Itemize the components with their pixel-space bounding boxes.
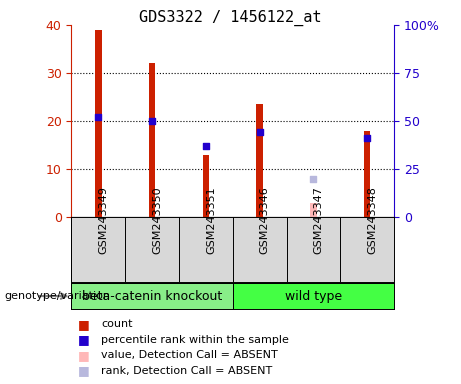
Text: ■: ■ — [78, 318, 90, 331]
Bar — [233, 283, 394, 309]
Text: GDS3322 / 1456122_at: GDS3322 / 1456122_at — [139, 10, 322, 26]
Bar — [149, 63, 155, 217]
Text: percentile rank within the sample: percentile rank within the sample — [101, 335, 290, 345]
Text: genotype/variation: genotype/variation — [5, 291, 111, 301]
Point — [310, 175, 317, 182]
Bar — [310, 203, 317, 217]
Text: count: count — [101, 319, 133, 329]
Text: ■: ■ — [78, 364, 90, 377]
Text: beta-catenin knockout: beta-catenin knockout — [82, 290, 222, 303]
Text: GSM243348: GSM243348 — [367, 186, 377, 254]
Point — [148, 118, 156, 124]
Text: value, Detection Call = ABSENT: value, Detection Call = ABSENT — [101, 350, 278, 360]
Text: GSM243351: GSM243351 — [206, 186, 216, 254]
Text: GSM243346: GSM243346 — [260, 186, 270, 254]
Text: wild type: wild type — [285, 290, 342, 303]
Text: GSM243349: GSM243349 — [98, 186, 108, 254]
Point — [256, 129, 263, 136]
Bar — [95, 30, 101, 217]
Text: GSM243347: GSM243347 — [313, 186, 324, 254]
Bar — [364, 131, 371, 217]
Text: ■: ■ — [78, 349, 90, 362]
Bar — [203, 155, 209, 217]
Text: GSM243350: GSM243350 — [152, 186, 162, 254]
Text: rank, Detection Call = ABSENT: rank, Detection Call = ABSENT — [101, 366, 272, 376]
Point — [364, 135, 371, 141]
Point — [202, 143, 210, 149]
Point — [95, 114, 102, 120]
Text: ■: ■ — [78, 333, 90, 346]
Bar — [71, 283, 233, 309]
Bar — [256, 104, 263, 217]
